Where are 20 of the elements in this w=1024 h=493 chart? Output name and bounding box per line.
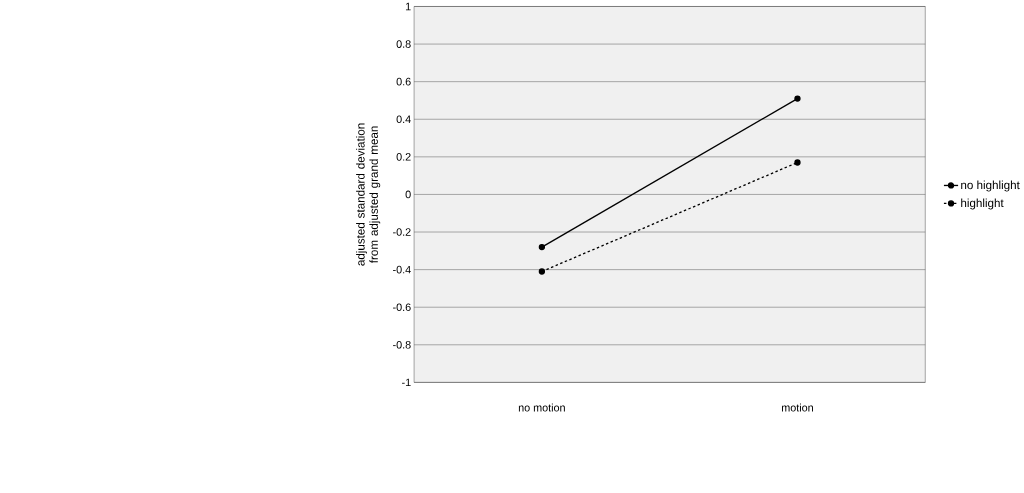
y-tick-label: -0.8 xyxy=(393,340,411,349)
legend-label: no highlight xyxy=(961,180,1020,192)
x-tick-label: no motion xyxy=(518,403,565,412)
point xyxy=(794,159,801,166)
y-tick-label: 1 xyxy=(405,2,411,11)
y-tick-label: 0.8 xyxy=(396,40,411,48)
point xyxy=(794,95,801,102)
y-tick-label: 0.4 xyxy=(396,115,411,123)
y-tick-label: 0.6 xyxy=(396,77,411,86)
y-axis-title: adjusted standard deviation from adjusted grand mean xyxy=(356,123,381,266)
y-tick-label: -0.6 xyxy=(393,303,411,311)
y-tick-label: -1 xyxy=(402,378,411,386)
point xyxy=(538,268,546,275)
point xyxy=(538,243,546,251)
y-tick-label: -0.2 xyxy=(393,228,411,236)
y-tick-label: 0 xyxy=(405,190,411,199)
y-tick-label: 0.2 xyxy=(396,152,411,161)
y-tick-label: -0.4 xyxy=(393,265,411,274)
legend-label: highlight xyxy=(961,198,1004,210)
x-tick-label: motion xyxy=(782,403,813,412)
